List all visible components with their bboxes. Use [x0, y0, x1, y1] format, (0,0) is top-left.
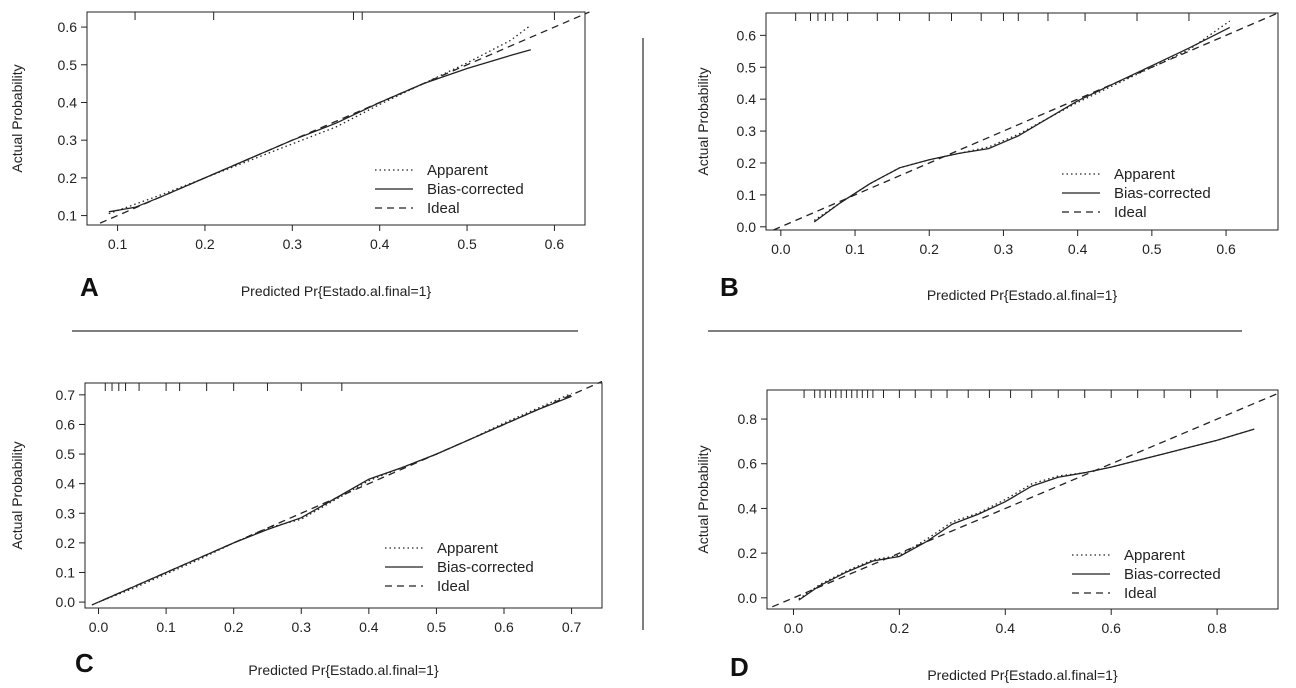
calibration-plot-a: 0.1 0.2 0.3 0.4 0.5 0.6 0.1 0.2 0.3 0.4 0.5 0.6 Pred… — [9, 11, 590, 299]
plot-frame — [765, 12, 1279, 231]
series-line-ideal — [772, 392, 1279, 608]
calibration-plot-d: 0.0 0.2 0.4 0.6 0.8 0.0 0.2 0.4 0.6 0.8 Predicted … — [695, 389, 1279, 683]
y-axis-title: Actual Probability — [9, 441, 25, 549]
legend-label: Bias-corrected — [1114, 185, 1211, 202]
legend-label: Ideal — [437, 578, 470, 595]
y-tick-label: 0.5 — [58, 57, 78, 73]
y-tick-label: 0.6 — [737, 27, 757, 43]
legend-label: Ideal — [427, 200, 460, 217]
legend-label: Apparent — [1114, 166, 1176, 183]
y-tick-label: 0.5 — [56, 446, 76, 462]
y-tick-label: 0.6 — [58, 19, 78, 35]
x-tick-label: 0.4 — [996, 620, 1016, 636]
y-tick-label: 0.7 — [56, 387, 76, 403]
x-tick-label: 0.1 — [845, 241, 865, 257]
x-tick-label: 0.0 — [89, 619, 109, 635]
y-tick-label: 0.1 — [56, 564, 76, 580]
plot-frame — [86, 11, 586, 226]
x-tick-label: 0.5 — [1142, 241, 1162, 257]
panel-letter-a: A — [80, 272, 99, 302]
x-tick-label: 0.5 — [427, 619, 447, 635]
y-tick-label: 0.1 — [58, 208, 78, 224]
series-line-ideal — [773, 12, 1279, 231]
legend-label: Bias-corrected — [427, 181, 524, 198]
x-tick-label: 0.6 — [1101, 620, 1121, 636]
legend-label: Apparent — [427, 162, 489, 179]
x-tick-label: 0.2 — [890, 620, 910, 636]
x-tick-label: 0.0 — [784, 620, 804, 636]
x-tick-label: 0.7 — [562, 619, 582, 635]
y-tick-label: 0.0 — [56, 594, 76, 610]
x-tick-label: 0.3 — [283, 236, 303, 252]
plot-frame — [766, 389, 1279, 610]
y-tick-label: 0.3 — [737, 123, 757, 139]
panel-letter-b: B — [720, 272, 739, 302]
legend-label: Bias-corrected — [1124, 566, 1221, 583]
panel-letter-c: C — [75, 648, 94, 678]
series-line-bias-corrected — [798, 428, 1255, 601]
series-line-ideal — [99, 11, 590, 224]
x-tick-label: 0.4 — [1068, 241, 1088, 257]
x-tick-label: 0.0 — [771, 241, 791, 257]
y-tick-label: 0.6 — [738, 456, 758, 472]
y-tick-label: 0.4 — [56, 476, 76, 492]
y-tick-label: 0.5 — [737, 59, 757, 75]
x-tick-label: 0.2 — [920, 241, 940, 257]
x-axis-title: Predicted Pr{Estado.al.final=1} — [248, 662, 439, 678]
legend-label: Ideal — [1124, 585, 1157, 602]
x-tick-label: 0.6 — [494, 619, 514, 635]
x-tick-label: 0.3 — [292, 619, 312, 635]
panel-letter-d: D — [730, 652, 749, 682]
calibration-plot-b: 0.0 0.1 0.2 0.3 0.4 0.5 0.6 0.0 0.1 0.2 0.3 0.4 0.5 0… — [695, 12, 1279, 303]
x-tick-label: 0.2 — [224, 619, 244, 635]
x-tick-label: 0.1 — [108, 236, 128, 252]
y-tick-label: 0.2 — [58, 170, 78, 186]
y-tick-label: 0.0 — [737, 219, 757, 235]
y-axis-title: Actual Probability — [695, 445, 711, 553]
x-tick-label: 0.2 — [195, 236, 215, 252]
x-tick-label: 0.4 — [370, 236, 390, 252]
legend-label: Bias-corrected — [437, 559, 534, 576]
x-tick-label: 0.5 — [457, 236, 477, 252]
x-axis-title: Predicted Pr{Estado.al.final=1} — [927, 287, 1118, 303]
calibration-plot-c: 0.0 0.1 0.2 0.3 0.4 0.5 0.6 0.7 0.0 0.1 0.2 0.3 0.4 0… — [9, 380, 603, 678]
y-axis-title: Actual Probability — [9, 64, 25, 172]
y-tick-label: 0.2 — [56, 535, 76, 551]
y-tick-label: 0.4 — [738, 500, 758, 516]
legend-label: Apparent — [1124, 547, 1186, 564]
series-line-apparent — [98, 392, 572, 603]
plot-frame — [84, 382, 603, 609]
legend-label: Ideal — [1114, 204, 1147, 221]
y-tick-label: 0.2 — [737, 155, 757, 171]
y-tick-label: 0.0 — [738, 590, 758, 606]
y-tick-label: 0.6 — [56, 416, 76, 432]
y-tick-label: 0.8 — [738, 411, 758, 427]
y-tick-label: 0.4 — [58, 94, 78, 110]
series-line-ideal — [91, 380, 603, 606]
x-axis-title: Predicted Pr{Estado.al.final=1} — [241, 283, 432, 299]
x-tick-label: 0.3 — [994, 241, 1014, 257]
y-tick-label: 0.3 — [58, 132, 78, 148]
x-tick-label: 0.4 — [359, 619, 379, 635]
x-tick-label: 0.6 — [545, 236, 565, 252]
y-tick-label: 0.4 — [737, 91, 757, 107]
legend-label: Apparent — [437, 540, 499, 557]
y-tick-label: 0.1 — [737, 187, 757, 203]
y-tick-label: 0.3 — [56, 505, 76, 521]
x-tick-label: 0.8 — [1207, 620, 1227, 636]
x-axis-title: Predicted Pr{Estado.al.final=1} — [927, 667, 1118, 683]
y-axis-title: Actual Probability — [695, 67, 711, 175]
y-tick-label: 0.2 — [738, 545, 758, 561]
series-line-bias-corrected — [813, 26, 1231, 223]
x-tick-label: 0.6 — [1216, 241, 1236, 257]
x-tick-label: 0.1 — [156, 619, 176, 635]
